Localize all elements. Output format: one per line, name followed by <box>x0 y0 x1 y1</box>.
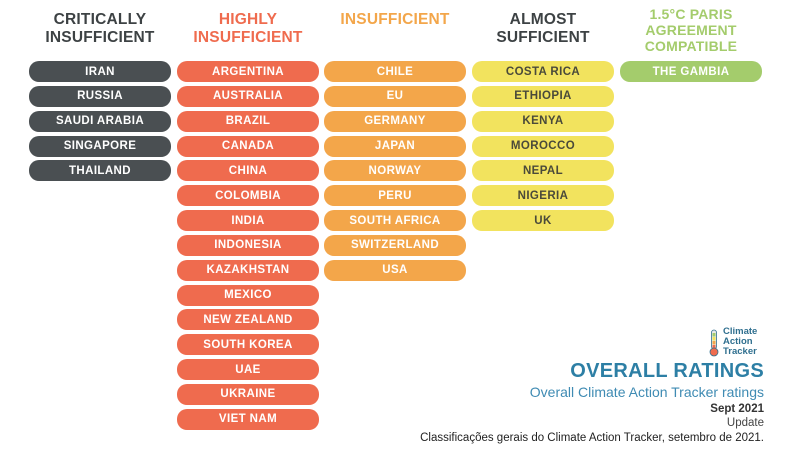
country-pill: UAE <box>177 359 319 381</box>
country-pill: AUSTRALIA <box>177 85 319 107</box>
column-header-critically: CRITICALLY INSUFFICIENT <box>29 0 171 60</box>
column-header-line: INSUFFICIENT <box>340 11 450 28</box>
country-pill: CHILE <box>324 61 466 82</box>
country-list: THE GAMBIA <box>620 61 762 86</box>
country-pill: ETHIOPIA <box>472 85 614 107</box>
country-pill: COLOMBIA <box>177 185 319 207</box>
country-pill: MOROCCO <box>472 135 614 157</box>
column-header-almost: ALMOST SUFFICIENT <box>472 0 614 60</box>
update-label: Update <box>726 417 764 429</box>
country-pill: SINGAPORE <box>29 135 171 157</box>
country-pill: THAILAND <box>29 160 171 182</box>
country-pill: EU <box>324 85 466 107</box>
country-pill: THE GAMBIA <box>620 61 762 82</box>
country-pill: RUSSIA <box>29 85 171 107</box>
country-pill: KAZAKHSTAN <box>177 259 319 281</box>
country-pill: JAPAN <box>324 135 466 157</box>
country-pill: IRAN <box>29 61 171 82</box>
climate-action-tracker-logo: Climate Action Tracker <box>706 327 766 359</box>
country-pill: NORWAY <box>324 160 466 182</box>
column-header-line: ALMOST <box>509 11 577 28</box>
logo-line-1: Climate <box>723 326 758 337</box>
update-date: Sept 2021 <box>710 403 764 415</box>
column-header-line: INSUFFICIENT <box>45 29 155 46</box>
country-pill: SOUTH AFRICA <box>324 210 466 232</box>
country-pill: ARGENTINA <box>177 61 319 82</box>
image-caption: Classificações gerais do Climate Action … <box>420 432 764 444</box>
column-highly: HIGHLY INSUFFICIENT ARGENTINA AUSTRALIA BRAZ… <box>177 0 319 430</box>
country-pill: KENYA <box>472 110 614 132</box>
country-pill: GERMANY <box>324 110 466 132</box>
country-pill: COSTA RICA <box>472 61 614 82</box>
column-header-line: HIGHLY <box>218 11 278 28</box>
country-pill: SAUDI ARABIA <box>29 110 171 132</box>
country-pill: UK <box>472 210 614 232</box>
country-pill: CHINA <box>177 160 319 182</box>
country-pill: INDONESIA <box>177 234 319 256</box>
country-pill: PERU <box>324 185 466 207</box>
country-pill: CANADA <box>177 135 319 157</box>
country-list: ARGENTINA AUSTRALIA BRAZIL CANADA CHINA COLOM… <box>177 61 319 434</box>
column-header-line: CRITICALLY <box>53 11 147 28</box>
thermometer-icon <box>709 329 719 357</box>
country-pill: NEW ZEALAND <box>177 309 319 331</box>
column-header-line: COMPATIBLE <box>644 38 738 54</box>
column-insufficient: INSUFFICIENT CHILE EU GERMANY JAPAN NORWAY PER… <box>324 0 466 281</box>
logo-line-3: Tracker <box>723 346 757 357</box>
column-header-line: 1.5°C PARIS <box>649 6 733 22</box>
logo-text: Climate Action Tracker <box>723 327 757 357</box>
country-pill: INDIA <box>177 210 319 232</box>
country-pill: BRAZIL <box>177 110 319 132</box>
column-header-line: SUFFICIENT <box>496 29 590 46</box>
column-header-paris: 1.5°C PARIS AGREEMENT COMPATIBLE <box>620 0 762 60</box>
country-list: IRAN RUSSIA SAUDI ARABIA SINGAPORE THAILAND <box>29 61 171 185</box>
column-header-line: INSUFFICIENT <box>193 29 303 46</box>
column-paris: 1.5°C PARIS AGREEMENT COMPATIBLE THE GAMBIA <box>620 0 762 82</box>
overall-ratings-subtitle: Overall Climate Action Tracker ratings <box>529 384 764 400</box>
country-pill: VIET NAM <box>177 408 319 430</box>
column-almost: ALMOST SUFFICIENT COSTA RICA ETHIOPIA KENYA M… <box>472 0 614 232</box>
country-pill: NIGERIA <box>472 185 614 207</box>
country-pill: UKRAINE <box>177 383 319 405</box>
country-pill: USA <box>324 259 466 281</box>
column-header-line: AGREEMENT <box>645 22 737 38</box>
overall-ratings-title: OVERALL RATINGS <box>570 360 764 382</box>
country-pill: MEXICO <box>177 284 319 306</box>
country-list: COSTA RICA ETHIOPIA KENYA MOROCCO NEPAL NIGER… <box>472 61 614 235</box>
country-list: CHILE EU GERMANY JAPAN NORWAY PERU SOUTH AFRIC… <box>324 61 466 285</box>
column-header-insufficient: INSUFFICIENT <box>324 0 466 60</box>
country-pill: SWITZERLAND <box>324 234 466 256</box>
column-header-highly: HIGHLY INSUFFICIENT <box>177 0 319 60</box>
logo-line-2: Action <box>723 336 753 347</box>
country-pill: SOUTH KOREA <box>177 334 319 356</box>
column-critically: CRITICALLY INSUFFICIENT IRAN RUSSIA SAUDI AR… <box>29 0 171 182</box>
country-pill: NEPAL <box>472 160 614 182</box>
